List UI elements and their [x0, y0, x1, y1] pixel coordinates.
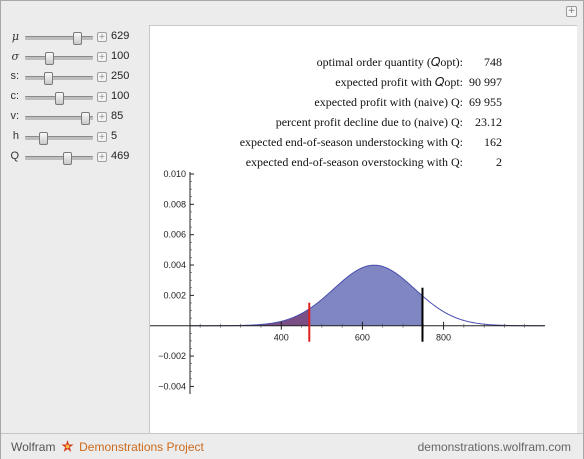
- slider-control: μ +629: [1, 29, 147, 45]
- slider-thumb[interactable]: [55, 92, 64, 105]
- slider-thumb[interactable]: [44, 72, 53, 85]
- stat-row: expected end-of-season understocking wit…: [150, 135, 577, 151]
- y-tick-label: 0.004: [163, 260, 186, 270]
- slider-value: 85: [111, 110, 124, 122]
- slider-label: s:: [10, 70, 19, 82]
- slider-track[interactable]: [25, 116, 93, 120]
- slider-thumb[interactable]: [39, 132, 48, 145]
- stat-value: 90 997: [469, 75, 502, 89]
- y-tick-label: 0.008: [163, 199, 186, 209]
- slider-value: 100: [111, 90, 130, 102]
- slider-value: 100: [111, 50, 130, 62]
- slider-control: s: +250: [1, 69, 147, 85]
- slider-value: 5: [111, 130, 118, 142]
- slider-value: 469: [111, 150, 130, 162]
- slider-control: v: +85: [1, 109, 147, 125]
- stat-label: percent profit decline due to (naive) Q:: [275, 115, 463, 129]
- site-link[interactable]: demonstrations.wolfram.com: [417, 440, 571, 454]
- stat-label: expected profit with 𝑄opt:: [335, 75, 463, 89]
- stat-row: expected profit with (naive) Q: 69 955: [150, 95, 577, 111]
- stat-label: optimal order quantity (𝑄opt):: [316, 55, 463, 69]
- stat-label: expected profit with (naive) Q:: [314, 95, 463, 109]
- slider-track[interactable]: [25, 76, 93, 80]
- x-tick-label: 400: [274, 333, 289, 343]
- slider-track[interactable]: [25, 136, 93, 140]
- slider-plus-icon[interactable]: +: [97, 92, 107, 102]
- stat-row: expected end-of-season overstocking with…: [150, 155, 577, 171]
- x-tick-label: 600: [355, 333, 370, 343]
- distribution-chart: 400 600 800 −0.004 −0.002 0.002 0.004 0.006 0.00…: [150, 169, 545, 394]
- top-bar: +: [1, 1, 583, 23]
- slider-track[interactable]: [25, 56, 93, 60]
- slider-label: v:: [10, 110, 19, 122]
- y-tick-label: −0.004: [158, 381, 186, 391]
- slider-label: h: [12, 130, 19, 142]
- slider-control: Q +469: [1, 149, 147, 165]
- slider-thumb[interactable]: [63, 152, 72, 165]
- stat-label: expected end-of-season understocking wit…: [239, 135, 463, 149]
- slider-plus-icon[interactable]: +: [97, 32, 107, 42]
- slider-thumb[interactable]: [45, 52, 54, 65]
- shaded-area: [190, 265, 423, 326]
- slider-value: 250: [111, 70, 130, 82]
- stat-value: 162: [484, 135, 502, 149]
- stat-row: percent profit decline due to (naive) Q:…: [150, 115, 577, 131]
- brand-demonstrations: Demonstrations Project: [79, 440, 204, 454]
- stat-label: expected end-of-season overstocking with…: [245, 155, 463, 169]
- brand[interactable]: Wolfram Demonstrations Project: [11, 440, 204, 454]
- output-panel: optimal order quantity (𝑄opt): 748 expecte…: [149, 25, 577, 433]
- slider-plus-icon[interactable]: +: [97, 152, 107, 162]
- controls-panel: μ +629 σ +100 s: +250 c: +100 v: +85 h +5 Q +469: [1, 25, 147, 430]
- stat-value: 23.12: [475, 115, 502, 129]
- slider-plus-icon[interactable]: +: [97, 132, 107, 142]
- footer: Wolfram Demonstrations Project demonstra…: [1, 433, 583, 459]
- slider-plus-icon[interactable]: +: [97, 72, 107, 82]
- expand-plus-icon[interactable]: +: [566, 6, 577, 17]
- slider-track[interactable]: [25, 156, 93, 160]
- y-tick-label: −0.002: [158, 351, 186, 361]
- stat-row: expected profit with 𝑄opt: 90 997: [150, 75, 577, 91]
- slider-track[interactable]: [25, 36, 93, 40]
- y-tick-label: 0.010: [163, 169, 186, 179]
- slider-thumb[interactable]: [73, 32, 82, 45]
- slider-plus-icon[interactable]: +: [97, 112, 107, 122]
- density-curve: [190, 264, 545, 327]
- slider-label: σ: [11, 50, 19, 63]
- slider-control: σ +100: [1, 49, 147, 65]
- spikey-logo-icon: [61, 440, 74, 452]
- slider-label: μ: [11, 30, 19, 43]
- slider-label: c:: [10, 90, 19, 102]
- slider-thumb[interactable]: [81, 112, 90, 125]
- stat-row: optimal order quantity (𝑄opt): 748: [150, 55, 577, 71]
- y-tick-label: 0.006: [163, 230, 186, 240]
- y-tick-label: 0.002: [163, 290, 186, 300]
- slider-value: 629: [111, 30, 130, 42]
- slider-control: c: +100: [1, 89, 147, 105]
- stat-value: 69 955: [469, 95, 502, 109]
- slider-plus-icon[interactable]: +: [97, 52, 107, 62]
- stat-value: 2: [496, 155, 502, 169]
- brand-wolfram: Wolfram: [11, 440, 56, 454]
- slider-control: h +5: [1, 129, 147, 145]
- shaded-area-dark: [190, 308, 310, 326]
- slider-label: Q: [10, 150, 19, 162]
- x-tick-label: 800: [436, 333, 451, 343]
- stat-value: 748: [484, 55, 502, 69]
